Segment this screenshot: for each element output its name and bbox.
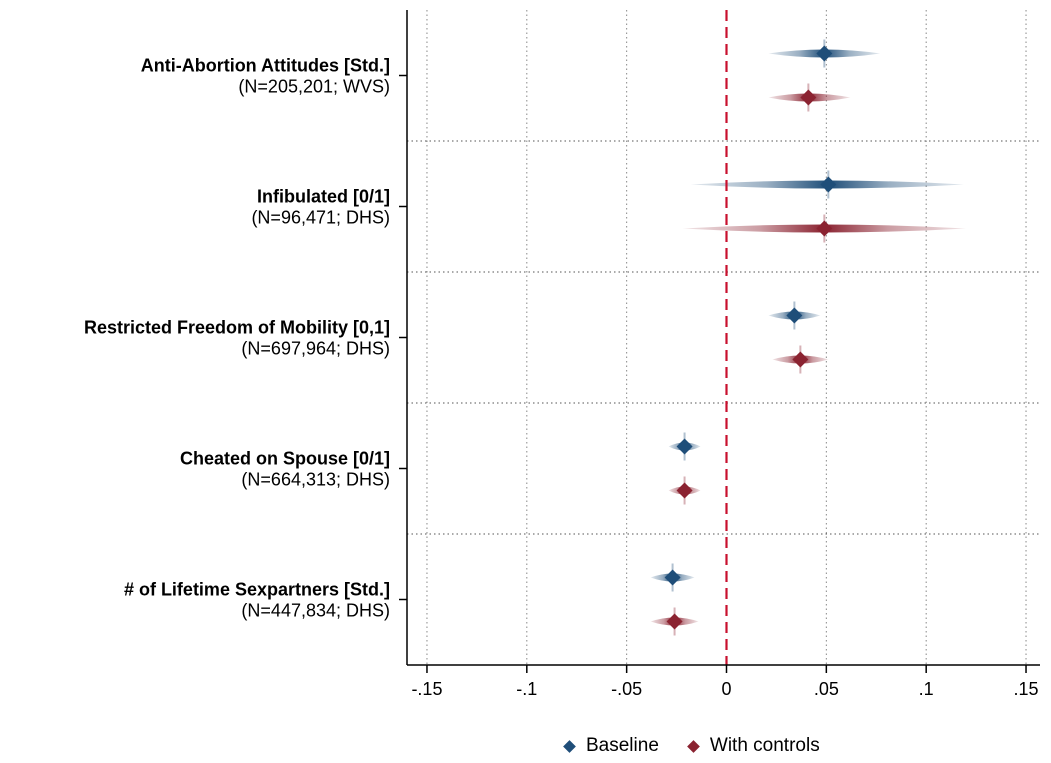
category-title: # of Lifetime Sexpartners [Std.] [124, 580, 390, 600]
point-estimate-with-controls [816, 220, 833, 237]
point-estimate-baseline [664, 569, 681, 586]
point-estimates [664, 45, 837, 630]
legend: Baseline With controls [0, 733, 1051, 763]
point-estimate-with-controls [666, 613, 683, 630]
point-estimate-with-controls [676, 482, 693, 499]
category-title: Restricted Freedom of Mobility [0,1] [84, 318, 390, 338]
x-tick-label: .05 [814, 679, 839, 699]
legend-label: With controls [709, 735, 820, 756]
coefficient-plot: -.15 -.1 -.05 0 .05 .1 .15 Anti-Abortion Attitu… [84, 10, 1040, 700]
category-sample-size: (N=205,201; WVS) [238, 77, 390, 97]
point-estimate-with-controls [800, 89, 817, 106]
category-sample-size: (N=697,964; DHS) [241, 339, 390, 359]
legend-diamond-icon [687, 739, 700, 753]
point-estimate-baseline [786, 307, 803, 324]
x-tick-label: -.05 [611, 679, 642, 699]
category-title: Anti-Abortion Attitudes [Std.] [141, 56, 390, 76]
category-title: Cheated on Spouse [0/1] [180, 449, 390, 469]
x-tick-label: -.1 [516, 679, 537, 699]
labels: -.15 -.1 -.05 0 .05 .1 .15 Anti-Abortion Attitu… [84, 56, 1039, 700]
legend-item-baseline: Baseline [563, 735, 659, 757]
legend-label: Baseline [586, 735, 659, 756]
confidence-intervals [650, 39, 967, 636]
x-tick-label: 0 [721, 679, 731, 699]
point-estimate-baseline [820, 176, 837, 193]
point-estimate-baseline [816, 45, 833, 62]
grid-layer [407, 10, 1040, 665]
point-estimate-with-controls [792, 351, 809, 368]
axes [399, 10, 1040, 673]
legend-diamond-icon [563, 739, 576, 753]
category-title: Infibulated [0/1] [257, 187, 390, 207]
point-estimate-baseline [676, 438, 693, 455]
x-tick-label: -.15 [411, 679, 442, 699]
category-sample-size: (N=664,313; DHS) [241, 470, 390, 490]
x-tick-label: .1 [919, 679, 934, 699]
category-sample-size: (N=447,834; DHS) [241, 601, 390, 621]
legend-item-with-controls: With controls [687, 735, 820, 757]
x-tick-label: .15 [1014, 679, 1039, 699]
category-sample-size: (N=96,471; DHS) [251, 208, 390, 228]
